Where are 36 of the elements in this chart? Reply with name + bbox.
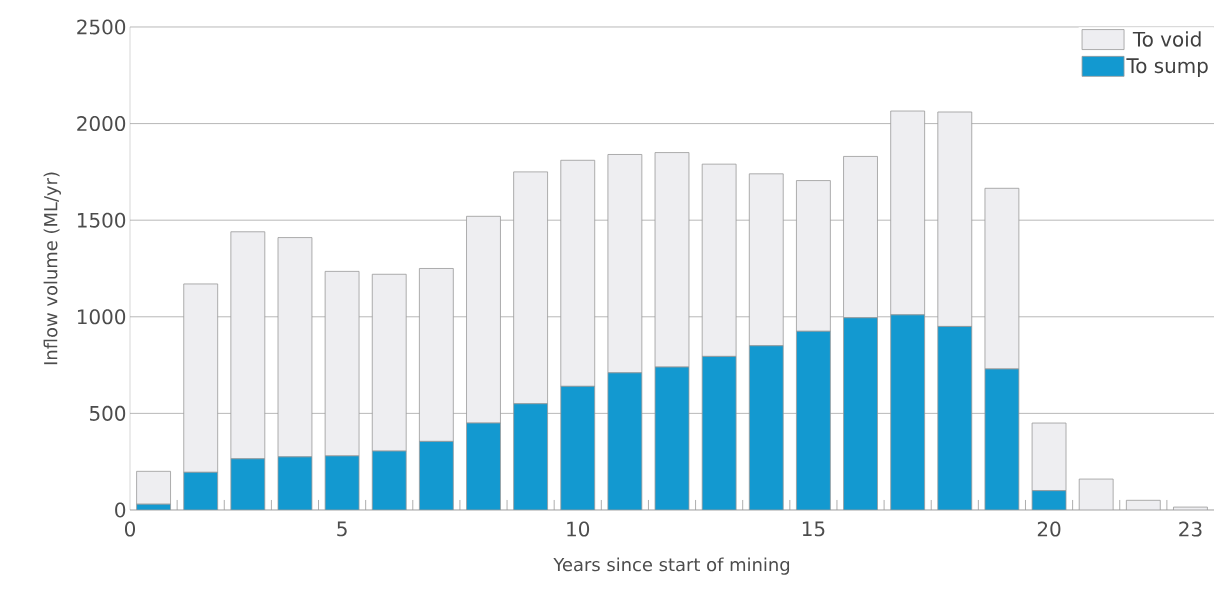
bar [136,470,171,505]
bar [937,111,973,327]
bar [701,163,737,357]
bar [654,152,690,368]
y-axis-title: Inflow volume (ML/yr) [43,172,61,365]
y-tick-label: 2500 [77,19,126,35]
bar [843,156,878,319]
bar [748,173,784,347]
x-tick-label: 15 [802,521,825,537]
x-tick-label: 10 [567,521,590,537]
bar [890,110,926,316]
x-axis-title: Years since start of mining [553,557,790,575]
x-tick-label: 23 [1179,521,1202,537]
x-tick-label: 20 [1037,521,1061,537]
bar [183,283,219,473]
y-tick-label: 500 [89,405,126,421]
y-tick-label: 1500 [77,212,126,228]
bar [230,231,266,460]
y-tick-label: 2000 [77,116,126,132]
bar [607,154,643,374]
bar [324,270,360,457]
legend-label: To sump [1126,58,1208,78]
x-tick-label: 0 [124,521,136,537]
bar [371,273,407,452]
bar [796,180,831,332]
y-tick-label: 0 [115,502,126,518]
x-tick-label: 5 [337,521,347,537]
bar [418,268,454,442]
bar [277,237,313,458]
legend-label: To void [1132,31,1201,47]
y-tick-label: 1000 [77,309,126,325]
bar [560,159,596,387]
bar [984,187,1020,370]
bar [513,171,548,405]
bar [466,215,501,424]
bar [1031,422,1067,492]
